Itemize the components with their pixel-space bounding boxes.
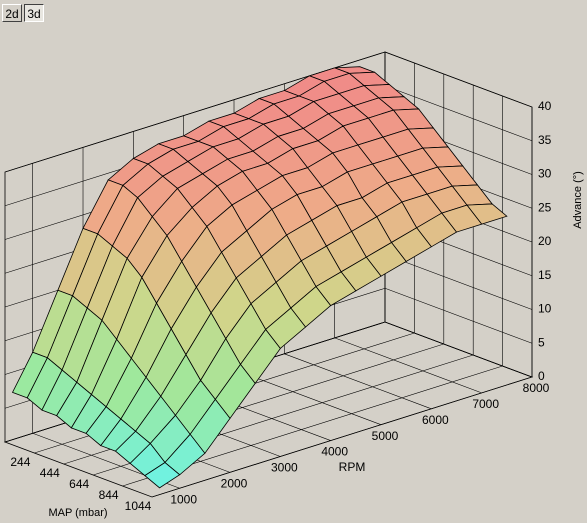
- z-tick-label: 20: [538, 234, 552, 248]
- grid-line: [384, 287, 533, 344]
- y-tick-label: 844: [99, 488, 119, 502]
- surface-cell: [144, 462, 181, 489]
- grid-line: [334, 337, 482, 394]
- y-tick-label: 644: [69, 477, 89, 491]
- x-tick-label: 6000: [422, 413, 449, 427]
- x-tick-label: 2000: [221, 477, 248, 491]
- z-tick-label: 35: [538, 133, 552, 147]
- grid-line: [384, 321, 533, 378]
- x-tick-label: 4000: [321, 445, 348, 459]
- grid-line: [384, 254, 533, 310]
- z-tick-label: 40: [538, 99, 552, 113]
- grid-line: [384, 51, 533, 108]
- y-tick-label: 1044: [125, 499, 152, 513]
- x-axis-title: RPM: [339, 460, 366, 474]
- grid-line: [384, 85, 533, 142]
- z-tick-label: 5: [538, 335, 545, 349]
- y-tick-label: 244: [10, 455, 30, 469]
- z-tick-label: 0: [538, 369, 545, 383]
- x-tick-label: 5000: [372, 429, 399, 443]
- y-axis-title: MAP (mbar): [48, 507, 107, 519]
- z-tick-label: 25: [538, 200, 552, 214]
- x-tick-label: 8000: [523, 381, 550, 395]
- button-3d[interactable]: 3d: [24, 4, 44, 22]
- grid-line: [151, 376, 533, 498]
- y-tick-label: 444: [40, 466, 60, 480]
- button-2d[interactable]: 2d: [2, 4, 22, 22]
- z-tick-label: 30: [538, 167, 552, 181]
- x-tick-label: 3000: [271, 461, 298, 475]
- x-tick-label: 1000: [170, 492, 197, 506]
- grid-line: [284, 353, 432, 410]
- z-tick-label: 10: [538, 302, 552, 316]
- x-tick-label: 7000: [472, 397, 499, 411]
- z-tick-label: 15: [538, 268, 552, 282]
- z-axis-title: Advance (°): [572, 171, 584, 229]
